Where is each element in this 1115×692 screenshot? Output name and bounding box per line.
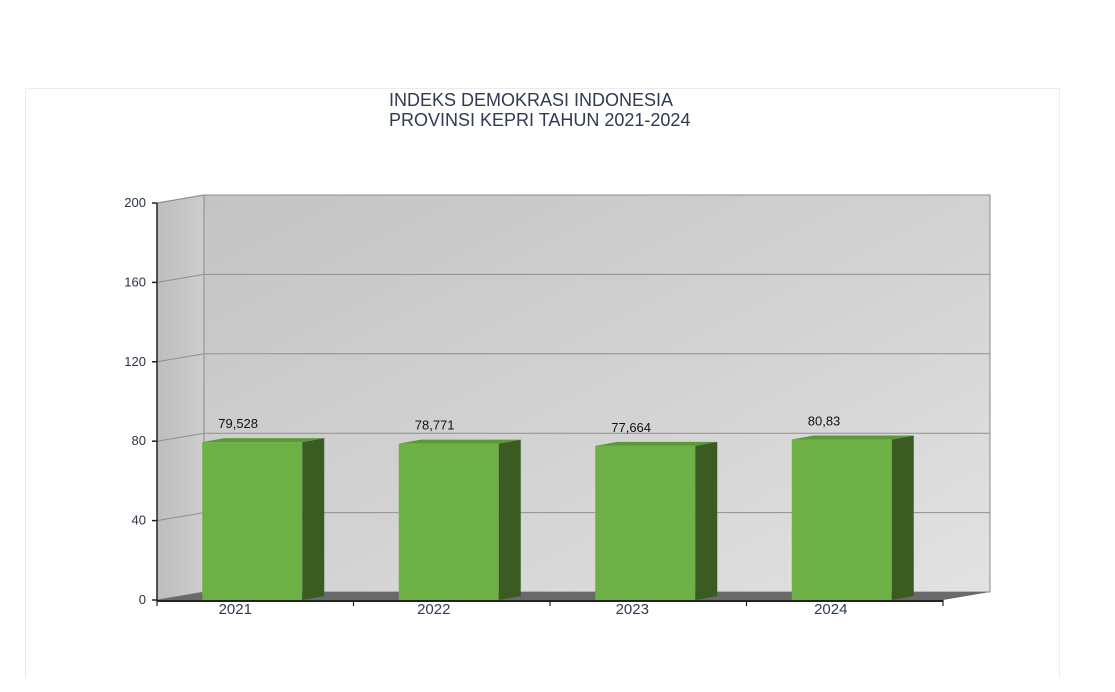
gridline-side bbox=[156, 432, 205, 442]
data-label: 78,771 bbox=[415, 418, 455, 433]
bar bbox=[595, 445, 696, 600]
y-tick-label: 200 bbox=[124, 195, 146, 210]
data-label: 77,664 bbox=[611, 420, 651, 435]
chart-frame bbox=[25, 88, 1060, 678]
y-tick-label: 160 bbox=[124, 274, 146, 289]
gridline-side bbox=[156, 512, 205, 522]
chart-subtitle: PROVINSI KEPRI TAHUN 2021-2024 bbox=[389, 110, 691, 130]
bar bbox=[202, 442, 303, 600]
gridline-side bbox=[156, 353, 205, 363]
bar-group: 80,83 bbox=[791, 414, 914, 600]
bar-side bbox=[695, 441, 718, 600]
bar-group: 77,664 bbox=[595, 420, 718, 600]
bar-side bbox=[498, 439, 521, 600]
floor bbox=[157, 592, 990, 600]
y-tick-label: 120 bbox=[124, 354, 146, 369]
chart-title: INDEKS DEMOKRASI INDONESIA bbox=[389, 90, 674, 110]
bar-side bbox=[302, 438, 325, 600]
bar-top bbox=[202, 438, 325, 443]
bar-side bbox=[891, 435, 914, 600]
x-tick-label: 2022 bbox=[417, 601, 450, 618]
bar-top bbox=[791, 435, 914, 440]
bar-group: 79,528 bbox=[202, 416, 325, 600]
y-tick-label: 40 bbox=[132, 513, 146, 528]
y-axis: 0 40 80 120 160 200 bbox=[124, 195, 158, 607]
side-wall bbox=[156, 194, 205, 601]
y-tick-label: 80 bbox=[132, 433, 146, 448]
x-tick-label: 2024 bbox=[814, 601, 847, 618]
data-label: 80,83 bbox=[808, 414, 841, 429]
x-tick-label: 2023 bbox=[616, 601, 649, 618]
bar-top bbox=[398, 439, 521, 444]
x-tick-label: 2021 bbox=[219, 601, 252, 618]
bar-top bbox=[595, 441, 718, 446]
gridline-side bbox=[156, 194, 205, 204]
x-axis: 2021 2022 2023 2024 bbox=[156, 600, 944, 618]
bars: 79,528 78,771 77,664 80,83 bbox=[202, 414, 914, 600]
chart-title-block: INDEKS DEMOKRASI INDONESIA PROVINSI KEPR… bbox=[389, 90, 690, 130]
bar bbox=[398, 443, 499, 600]
y-tick-label: 0 bbox=[139, 592, 146, 607]
gridline-side bbox=[156, 273, 205, 283]
bar bbox=[791, 439, 892, 600]
bar-group: 78,771 bbox=[398, 418, 521, 600]
data-label: 79,528 bbox=[218, 416, 258, 431]
